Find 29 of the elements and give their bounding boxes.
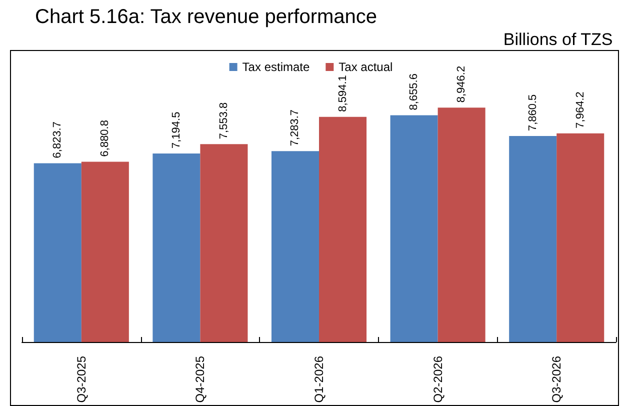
bar	[319, 116, 367, 342]
bar	[509, 136, 557, 342]
bar	[438, 108, 486, 342]
data-label: 8,594.1	[336, 75, 349, 112]
chart-title: Chart 5.16a: Tax revenue performance	[35, 6, 378, 28]
bar	[34, 163, 82, 342]
bar	[271, 151, 319, 342]
legend-label: Tax actual	[338, 60, 393, 74]
bar	[152, 154, 200, 342]
data-label: 8,946.2	[456, 66, 468, 103]
bar	[390, 115, 438, 342]
legend-label: Tax estimate	[242, 60, 310, 74]
data-label: 7,194.5	[170, 112, 182, 149]
data-label: 7,860.5	[526, 94, 539, 132]
bar	[200, 144, 248, 342]
x-tick-label: Q3-2025	[74, 356, 88, 403]
data-label: 6,823.7	[52, 122, 64, 158]
data-label: 7,553.8	[218, 102, 230, 140]
x-tick-label: Q4-2025	[193, 356, 208, 403]
bar	[556, 133, 604, 342]
x-tick-label: Q2-2026	[430, 356, 445, 403]
x-tick-label: Q3-2026	[550, 356, 564, 403]
data-label: 8,655.6	[408, 74, 420, 110]
chart-subtitle: Billions of TZS	[503, 30, 613, 49]
data-label: 7,964.2	[574, 92, 586, 128]
data-label: 7,283.7	[289, 109, 302, 146]
x-tick-label: Q1-2026	[312, 356, 326, 403]
data-label: 6,880.8	[99, 120, 112, 157]
bar	[81, 162, 129, 342]
